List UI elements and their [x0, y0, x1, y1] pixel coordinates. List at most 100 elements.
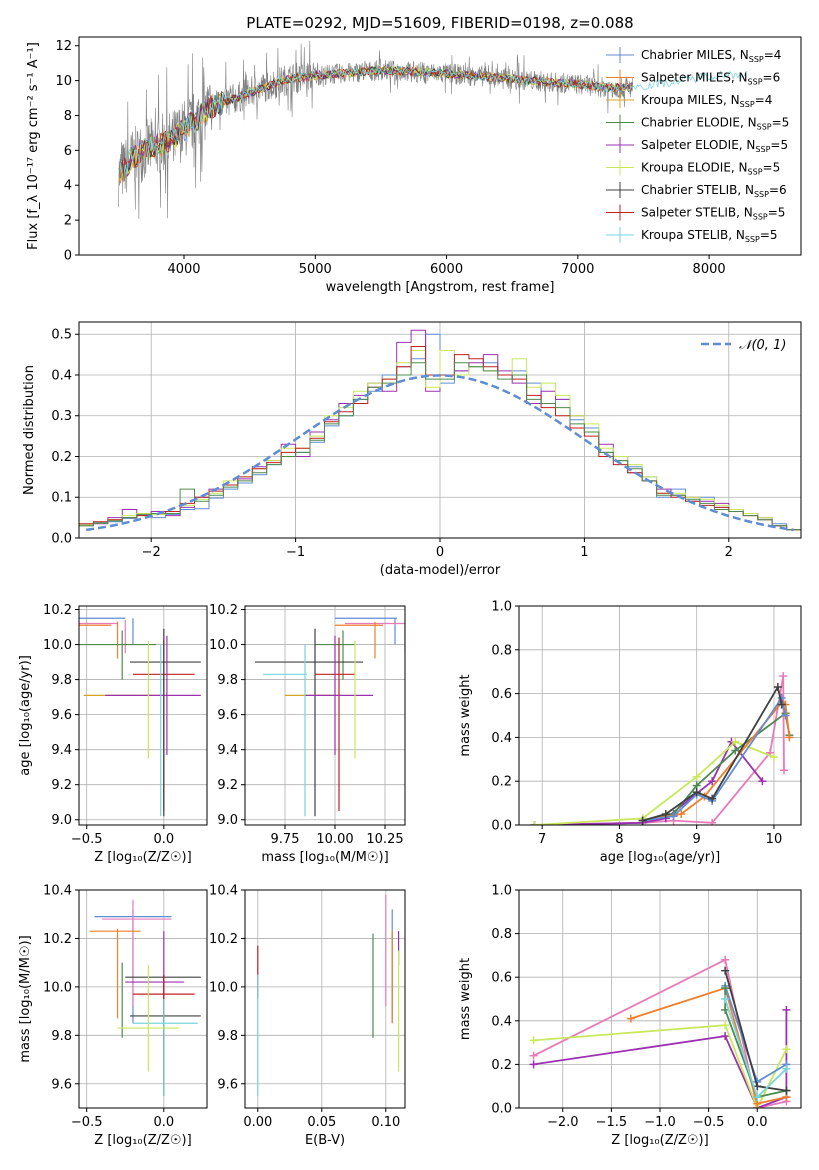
tick-label-x: 4000: [167, 262, 200, 277]
tick-label-y: 2: [64, 214, 72, 229]
tick-label-x: 0.0: [153, 832, 174, 847]
tick-label-x: 10.00: [316, 832, 353, 847]
error-point: [345, 620, 405, 654]
tick-label-y: 9.8: [217, 673, 238, 688]
weight-series: [724, 970, 787, 1092]
legend-label: Chabrier STELIB, NSSP=6: [641, 183, 787, 199]
axes-frame: [518, 605, 802, 826]
tick-label-x: 6000: [430, 262, 463, 277]
error-point: [117, 965, 180, 1072]
y-axis-label: age [log₁₀(age/yr)]: [18, 655, 33, 776]
weight-series: [642, 711, 791, 822]
tick-label-x: 10: [766, 832, 783, 847]
tick-label-y: 0.4: [491, 731, 512, 746]
tick-label-y: 9.4: [217, 743, 238, 758]
plot-area: [79, 329, 801, 532]
tick-label-y: 0.0: [491, 1102, 512, 1117]
x-axis-label: E(B-V): [305, 1133, 345, 1148]
tick-label-y: 0.0: [491, 819, 512, 834]
tick-label-y: 10.0: [209, 980, 238, 995]
y-axis-label: Flux [f_λ 10⁻¹⁷ erg cm⁻² s⁻¹ A⁻¹]: [26, 42, 41, 250]
legend-label: Kroupa ELODIE, NSSP=5: [641, 161, 780, 177]
plot-area: [530, 672, 794, 825]
panel-spectrum: 4000 5000 6000 7000 8000 0 2 4 6 8 10 12 wavelength …: [26, 36, 802, 295]
legend-subscript: SSP: [753, 213, 768, 222]
error-point: [79, 630, 157, 680]
x-axis-label: mass [log₁₀(M/M☉)]: [261, 850, 388, 865]
tick-label-y: 0.1: [51, 491, 72, 506]
legend-label: Chabrier ELODIE, NSSP=5: [641, 116, 789, 132]
legend-subscript: SSP: [749, 55, 764, 64]
tick-label-y: 9.0: [51, 813, 72, 828]
tick-label-y: 10.2: [209, 603, 238, 618]
legend-count: =4: [764, 48, 782, 62]
legend-count: =5: [768, 206, 786, 220]
tick-label-y: 6: [64, 144, 72, 159]
panel-mass-weight-vs-age: 7 8 9 10 0.0 0.2 0.4 0.6 0.8 1.0 age [log₁₀(age/yr…: [458, 600, 802, 865]
tick-label-x: 7: [538, 832, 546, 847]
tick-label-x: 2: [725, 545, 733, 560]
y-axis-label: mass [log₁₀(M/M☉)]: [18, 935, 33, 1062]
axes-frame: [518, 889, 802, 1109]
tick-label-y: 12: [55, 39, 72, 54]
tick-label-y: 0.2: [491, 1058, 512, 1073]
axes-frame: [78, 605, 208, 826]
error-point: [335, 617, 397, 645]
x-axis-label: Z [log₁₀(Z/Z☉)]: [94, 1133, 191, 1148]
legend-label: Salpeter ELODIE, NSSP=5: [641, 138, 788, 154]
y-axis-label: Normed distribution: [22, 365, 37, 495]
error-point: [305, 635, 373, 755]
legend-label: Kroupa MILES, NSSP=4: [641, 93, 772, 109]
tick-label-y: 10.4: [209, 884, 238, 899]
panel-age-vs-metallicity: −0.5 0.0 9.0 9.2 9.4 9.6 9.8 10.0 10.2 Z [log₁₀(Z…: [18, 603, 208, 865]
legend-subscript: SSP: [748, 78, 763, 87]
legend-count: =4: [755, 93, 773, 107]
tick-label-x: −0.5: [71, 1115, 103, 1130]
tick-label-y: 0.8: [491, 643, 512, 658]
x-axis-label: (data-model)/error: [380, 563, 501, 578]
error-point: [102, 899, 172, 1007]
tick-label-y: 9.8: [217, 1029, 238, 1044]
tick-label-y: 0.2: [51, 450, 72, 465]
tick-label-y: 9.2: [51, 778, 72, 793]
tick-label-y: 0.6: [491, 971, 512, 986]
legend-count: =6: [763, 71, 781, 85]
figure-title: PLATE=0292, MJD=51609, FIBERID=0198, z=0…: [246, 14, 633, 32]
tick-label-x: 9.75: [271, 832, 300, 847]
x-axis-label: wavelength [Angstrom, rest frame]: [326, 280, 555, 295]
tick-label-y: 10.0: [43, 980, 72, 995]
tick-label-x: 0.05: [307, 1115, 336, 1130]
model-spectrum: [123, 65, 748, 181]
tick-label-y: 0.4: [491, 1014, 512, 1029]
legend-subscript: SSP: [740, 100, 755, 109]
legend-subscript: SSP: [745, 235, 760, 244]
tick-label-y: 0.0: [51, 532, 72, 547]
legend-subscript: SSP: [754, 190, 769, 199]
tick-label-y: 0: [64, 249, 72, 264]
tick-label-y: 9.0: [217, 813, 238, 828]
tick-label-x: 10.25: [366, 832, 403, 847]
tick-label-y: 10.4: [43, 884, 72, 899]
legend-label: Chabrier MILES, NSSP=4: [641, 48, 781, 64]
legend-subscript: SSP: [755, 145, 770, 154]
error-point: [335, 621, 383, 659]
error-point: [79, 620, 126, 654]
axes-frame: [78, 889, 208, 1109]
histogram-series: [79, 362, 801, 531]
x-axis-label: Z [log₁₀(Z/Z☉)]: [611, 1133, 708, 1148]
tick-label-y: 0.8: [491, 927, 512, 942]
plot-area: [257, 894, 400, 1096]
tick-label-y: 9.6: [51, 1077, 72, 1092]
tick-label-x: 7000: [561, 262, 594, 277]
plot-area: [79, 617, 201, 817]
weight-series: [533, 1024, 788, 1108]
tick-label-x: −1.5: [596, 1115, 628, 1130]
plot-area: [89, 899, 201, 1096]
legend-label: 𝒩(0, 1): [739, 338, 786, 353]
tick-label-y: 0.5: [51, 328, 72, 343]
tick-label-y: 10.0: [209, 638, 238, 653]
tick-label-y: 10.2: [43, 603, 72, 618]
tick-label-y: 0.3: [51, 409, 72, 424]
legend-count: =5: [763, 161, 781, 175]
tick-label-y: 10: [55, 74, 72, 89]
